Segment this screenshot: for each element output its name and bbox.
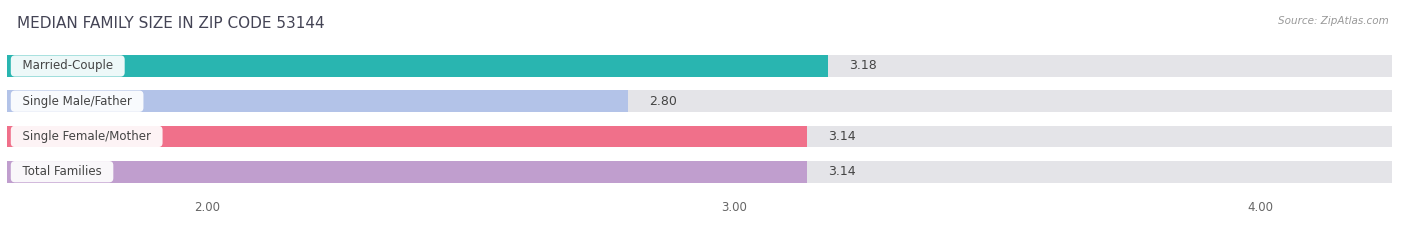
Text: 3.14: 3.14 (828, 130, 856, 143)
Bar (7, 126, 807, 147)
Text: Single Male/Father: Single Male/Father (15, 95, 139, 108)
Bar (7, 55, 1392, 77)
Text: 3.18: 3.18 (849, 59, 877, 72)
Bar (7, 55, 828, 77)
Text: 2.80: 2.80 (650, 95, 678, 108)
Text: 3.14: 3.14 (828, 165, 856, 178)
Bar (7, 90, 628, 112)
Text: Married-Couple: Married-Couple (15, 59, 121, 72)
Bar (7, 90, 1392, 112)
Text: Total Families: Total Families (15, 165, 110, 178)
Text: Source: ZipAtlas.com: Source: ZipAtlas.com (1278, 16, 1389, 26)
Text: MEDIAN FAMILY SIZE IN ZIP CODE 53144: MEDIAN FAMILY SIZE IN ZIP CODE 53144 (17, 16, 325, 31)
Text: Single Female/Mother: Single Female/Mother (15, 130, 159, 143)
Bar (7, 126, 1392, 147)
Bar (7, 161, 807, 183)
Bar (7, 161, 1392, 183)
